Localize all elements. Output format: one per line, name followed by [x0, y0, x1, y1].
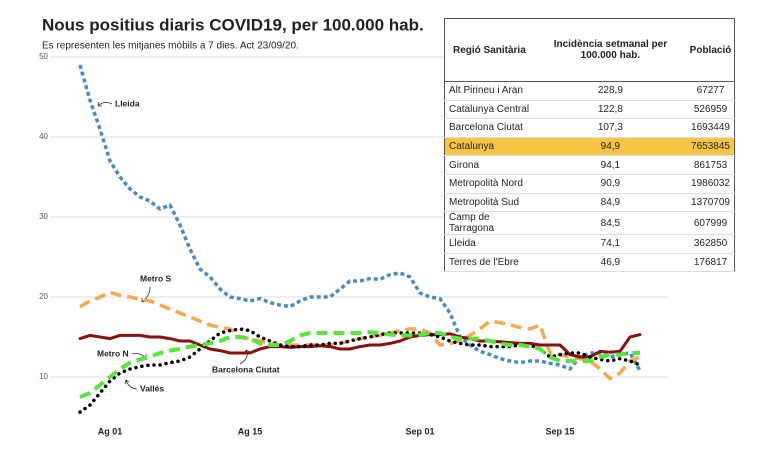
table-row: Girona 94,1 861753	[444, 155, 735, 175]
series-line	[78, 332, 642, 359]
table-cell: 7653845	[687, 137, 735, 157]
table-cell: 1986032	[687, 174, 735, 194]
incidence-table: Regió Sanitària Incidència setmanal per 1…	[444, 18, 735, 273]
annotation-arrows	[97, 101, 251, 390]
series-label: Metro N	[97, 348, 129, 358]
table-cell: 107,3	[533, 118, 688, 138]
y-tick-label: 10	[39, 372, 48, 381]
table-cell: 228,9	[533, 81, 688, 101]
table-cell: 84,5	[533, 211, 688, 236]
table-cell: Catalunya Central	[444, 100, 534, 120]
table-cell: 94,1	[533, 155, 688, 175]
series-label: Metro S	[140, 273, 172, 283]
table-row: Camp de Tarragona 84,5 607999	[444, 211, 735, 236]
table-cell: 526959	[687, 100, 735, 120]
y-tick-label: 20	[39, 292, 48, 301]
column-header: Població	[687, 18, 735, 82]
table-cell: 362850	[687, 234, 735, 254]
table-cell: Camp de Tarragona	[444, 211, 534, 236]
header-row: Regió Sanitària Incidència setmanal per 1…	[444, 18, 735, 82]
y-tick-label: 40	[39, 132, 48, 141]
table-cell: Alt Pirineu i Aran	[444, 81, 534, 101]
table-cell: 607999	[687, 211, 735, 236]
table-cell: 94,9	[533, 137, 688, 157]
table-cell: 67277	[687, 81, 735, 101]
table-row: Alt Pirineu i Aran 228,9 67277	[444, 81, 735, 101]
table-row: Metropolità Sud 84,9 1370709	[444, 193, 735, 213]
series-line	[79, 330, 640, 399]
series-label: Vallès	[140, 383, 164, 393]
table-cell: 176817	[687, 253, 735, 273]
table-cell: 84,9	[533, 193, 688, 213]
column-header: Incidència setmanal per 100.000 hab.	[533, 18, 688, 82]
chart-title: Nous positius diaris COVID19, per 100.00…	[42, 15, 424, 34]
x-tick-label: Ag 01	[98, 426, 123, 436]
x-tick-label: Sep 01	[405, 426, 434, 436]
table-row: Catalunya Central 122,8 526959	[444, 100, 735, 120]
table-cell: Lleida	[444, 234, 534, 254]
series-line	[78, 327, 642, 414]
table-row: Terres de l'Ebre 46,9 176817	[444, 253, 735, 273]
table-row: Catalunya 94,9 7653845	[444, 137, 735, 157]
table-cell: Catalunya	[444, 137, 534, 157]
table-row: Barcelona Ciutat 107,3 1693449	[444, 118, 735, 138]
table-cell: 90,9	[533, 174, 688, 194]
table-row: Lleida 74,1 362850	[444, 234, 735, 254]
table-cell: Metropolità Nord	[444, 174, 534, 194]
table-cell: Metropolità Sud	[444, 193, 534, 213]
series-label: Lleida	[115, 98, 140, 108]
y-tick-label: 30	[39, 212, 48, 221]
table-row: Metropolità Nord 90,9 1986032	[444, 174, 735, 194]
y-tick-label: 50	[39, 52, 48, 61]
chart-subtitle: Es representen les mitjanes mòbils a 7 d…	[42, 41, 299, 52]
series-line	[78, 64, 642, 372]
table-cell: Barcelona Ciutat	[444, 118, 534, 138]
x-tick-label: Sep 15	[545, 426, 574, 436]
table-cell: 46,9	[533, 253, 688, 273]
table-cell: 74,1	[533, 234, 688, 254]
x-tick-label: Ag 15	[238, 426, 263, 436]
series-label: Barcelona Ciutat	[212, 364, 280, 374]
arrow	[97, 101, 113, 107]
table-cell: Terres de l'Ebre	[444, 253, 534, 273]
table-cell: 1693449	[687, 118, 735, 138]
column-header: Regió Sanitària	[444, 18, 534, 82]
table-cell: Girona	[444, 155, 534, 175]
arrow	[124, 379, 138, 390]
table-cell: 122,8	[533, 100, 688, 120]
table-cell: 1370709	[687, 193, 735, 213]
table-cell: 861753	[687, 155, 735, 175]
